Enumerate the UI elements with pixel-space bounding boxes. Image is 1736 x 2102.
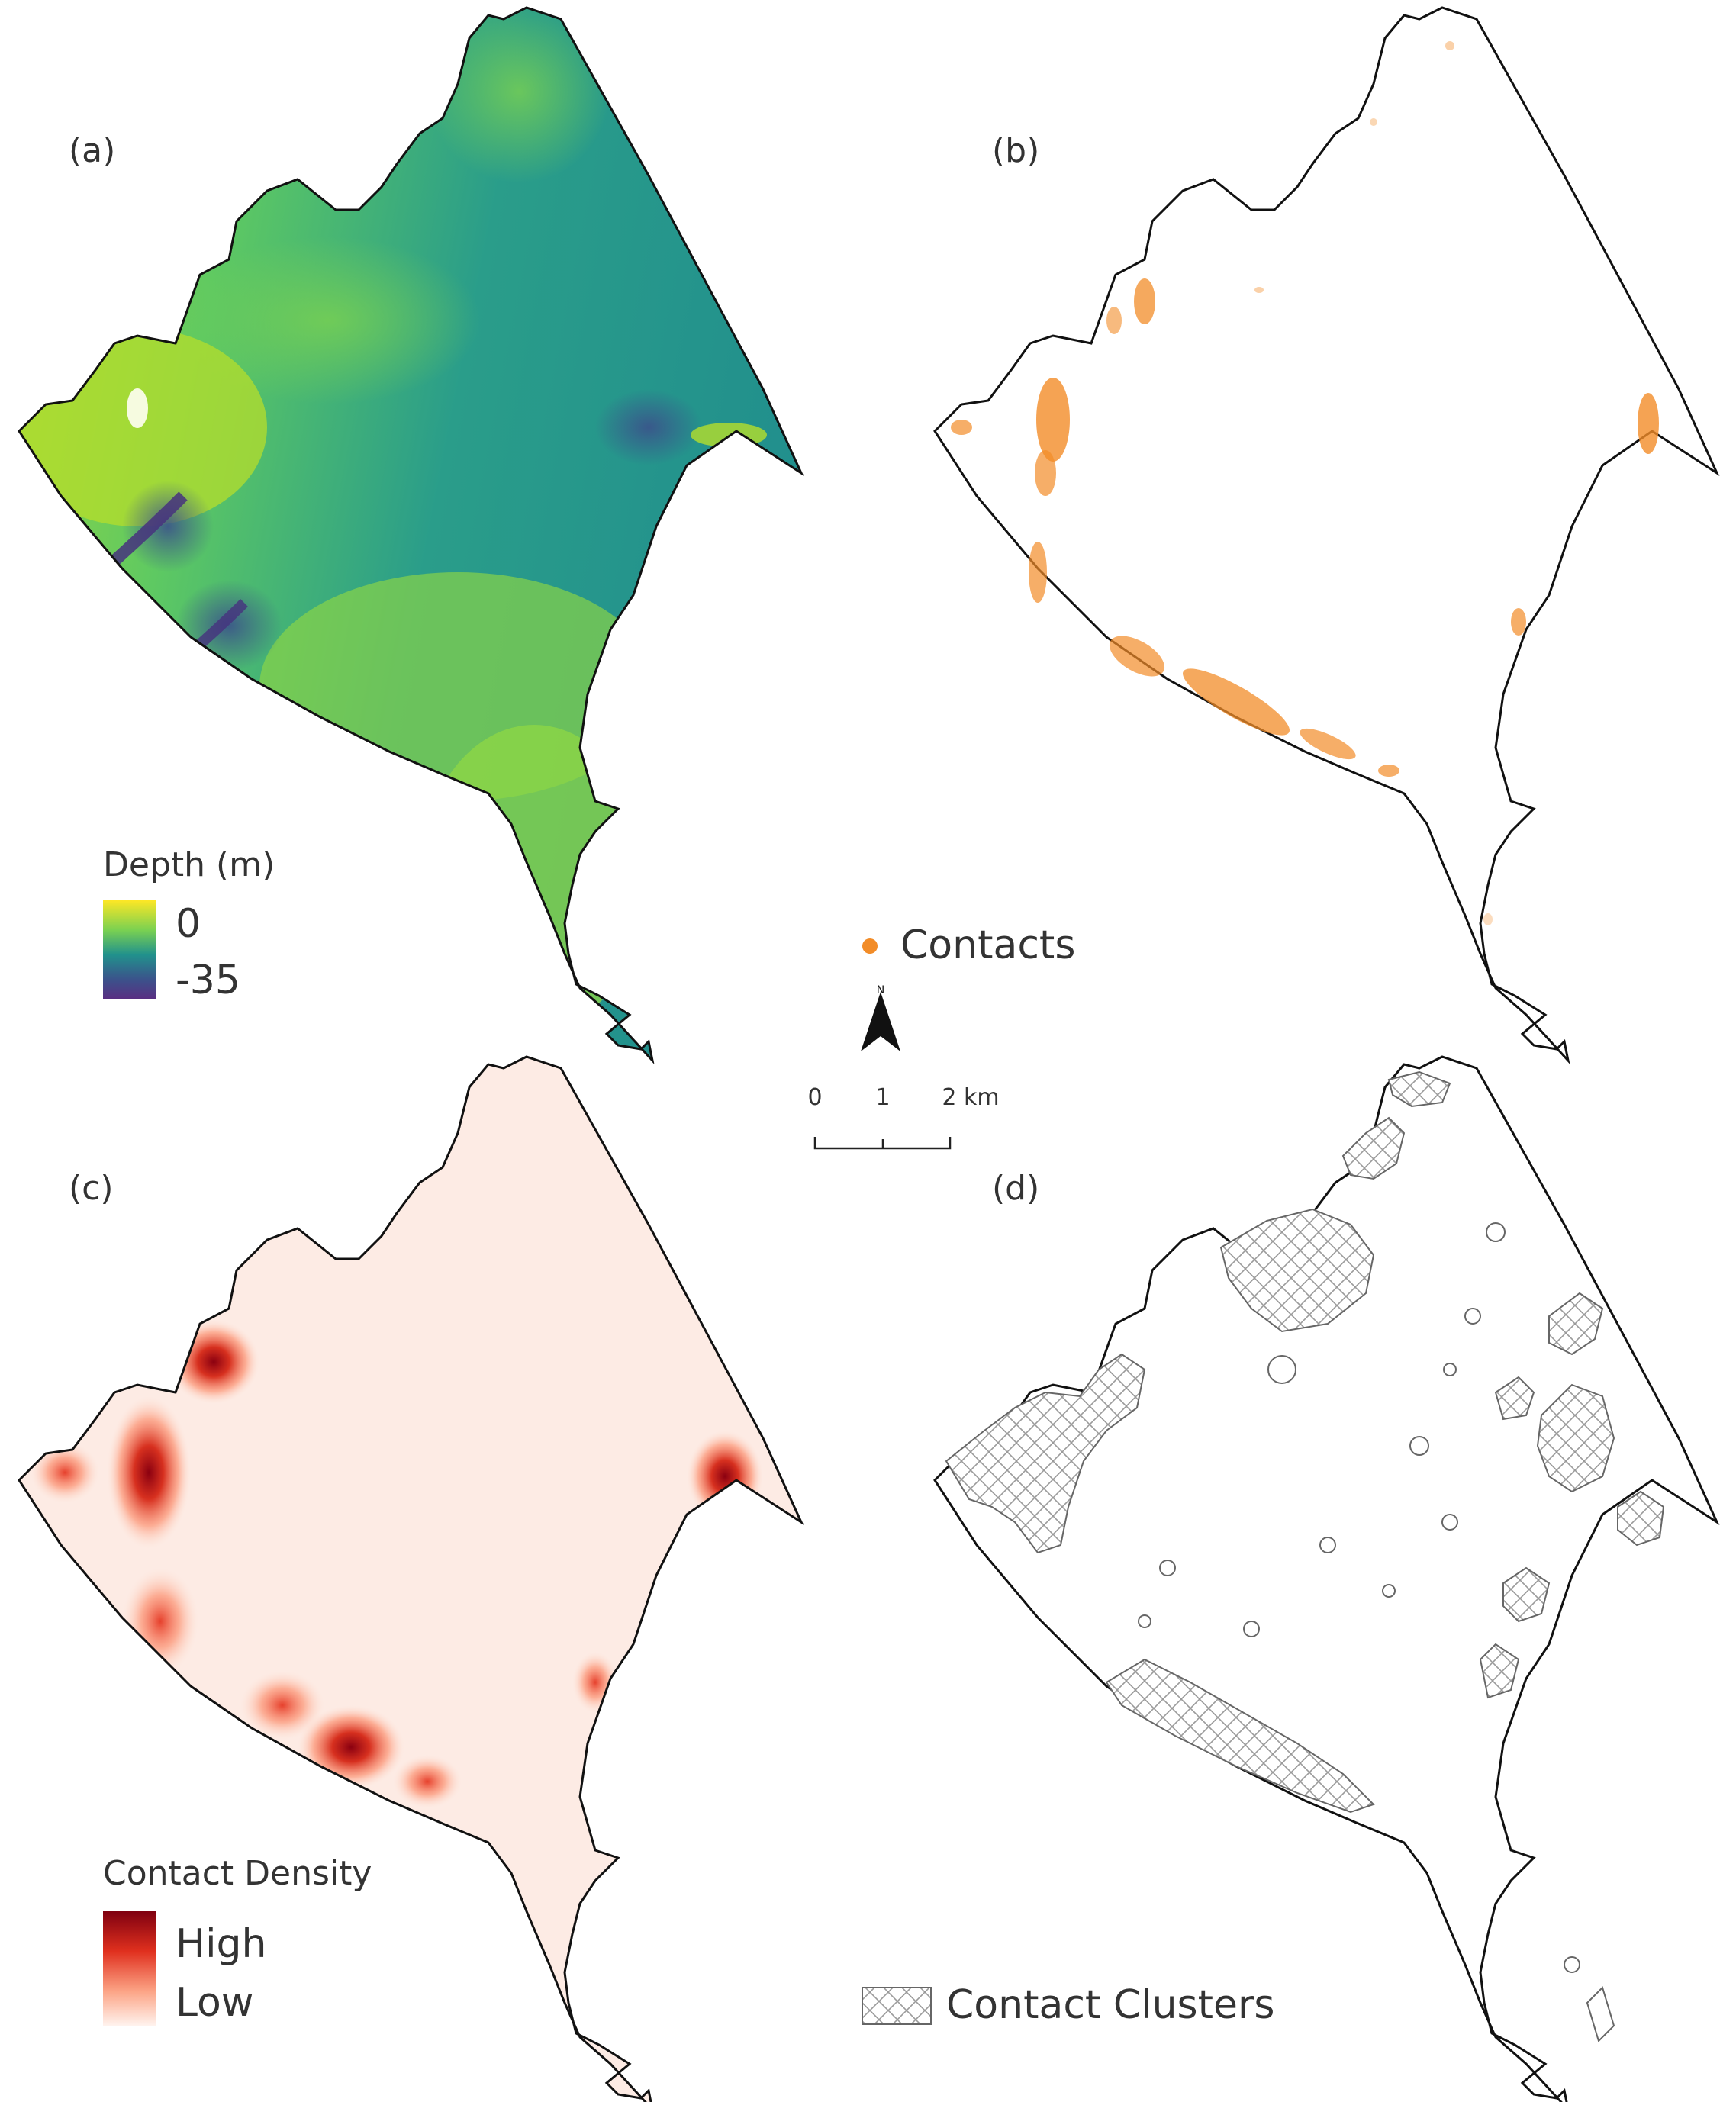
depth-legend-title: Depth (m): [103, 845, 275, 884]
scale-tick-2: 2 km: [942, 1084, 999, 1111]
scale-tick-1: 1: [875, 1084, 890, 1111]
depth-color-ramp: [103, 900, 156, 999]
depth-legend: Depth (m) 0 -35: [103, 845, 275, 1003]
density-legend-high: High: [176, 1921, 267, 1967]
north-arrow-label: N: [877, 984, 884, 996]
panel-d-label: (d): [992, 1169, 1039, 1208]
density-legend-low: Low: [176, 1980, 253, 2026]
density-legend: Contact Density High Low: [103, 1854, 372, 2026]
clusters-legend-swatch: [862, 1987, 932, 2025]
scale-bar: 0 1 2 km: [807, 1084, 1000, 1150]
scale-tick-0: 0: [807, 1084, 822, 1111]
north-arrow: N: [861, 984, 900, 1051]
depth-legend-min: -35: [176, 958, 240, 1003]
contacts-legend-label: Contacts: [900, 922, 1075, 968]
bay-outline-d: [933, 1055, 1718, 2102]
panel-b-label: (b): [992, 131, 1039, 170]
depth-legend-max: 0: [176, 901, 201, 947]
panel-b: Contacts: [862, 6, 1718, 1062]
density-legend-title: Contact Density: [103, 1854, 372, 1893]
panel-c-label: (c): [69, 1169, 114, 1208]
bay-outline-b: [933, 6, 1718, 1062]
clusters-legend-label: Contact Clusters: [946, 1982, 1275, 2028]
contacts-legend-dot: [862, 938, 878, 954]
north-arrow-icon: [861, 992, 900, 1051]
contact-points: [951, 41, 1659, 925]
panel-d: Contact Clusters: [862, 1055, 1718, 2102]
cluster-polygons: [945, 1070, 1665, 1814]
panel-a-label: (a): [69, 131, 115, 170]
density-color-ramp: [103, 1911, 156, 2026]
cluster-outlines: [1138, 1222, 1615, 2042]
